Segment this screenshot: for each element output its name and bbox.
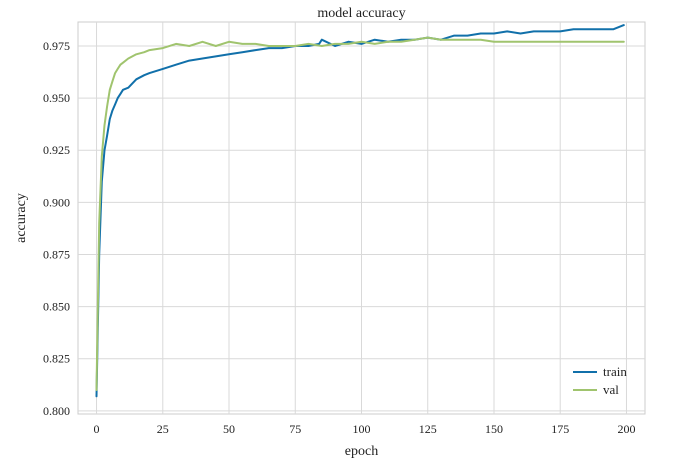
series-lines	[95, 24, 625, 398]
x-tick-label: 25	[157, 422, 169, 436]
y-tick-label: 0.950	[43, 91, 70, 105]
series-line-val	[95, 36, 625, 391]
y-tick-label: 0.800	[43, 404, 70, 418]
y-tick-label: 0.875	[43, 247, 70, 261]
x-tick-label: 200	[617, 422, 635, 436]
legend-label-train: train	[603, 364, 627, 379]
grid	[78, 22, 645, 414]
x-tick-label: 175	[551, 422, 569, 436]
x-tick-label: 125	[419, 422, 437, 436]
x-tick-label: 100	[353, 422, 371, 436]
y-tick-label: 0.850	[43, 300, 70, 314]
y-axis-label: accuracy	[14, 193, 29, 243]
y-tick-label: 0.975	[43, 39, 70, 53]
x-tick-label: 0	[94, 422, 100, 436]
y-tick-label: 0.900	[43, 195, 70, 209]
y-tick-label: 0.925	[43, 143, 70, 157]
x-axis-label: epoch	[345, 444, 378, 459]
chart-title: model accuracy	[317, 6, 405, 21]
x-tick-label: 75	[289, 422, 301, 436]
legend-label-val: val	[603, 382, 619, 397]
x-tick-label: 50	[223, 422, 235, 436]
legend: train val	[573, 364, 627, 397]
series-line-train	[95, 24, 625, 398]
axis-ticks: 0 25 50 75 100 125 150 175 200 0.800 0.825 0.850 0.8…	[43, 39, 635, 436]
x-tick-label: 150	[485, 422, 503, 436]
y-tick-label: 0.825	[43, 352, 70, 366]
